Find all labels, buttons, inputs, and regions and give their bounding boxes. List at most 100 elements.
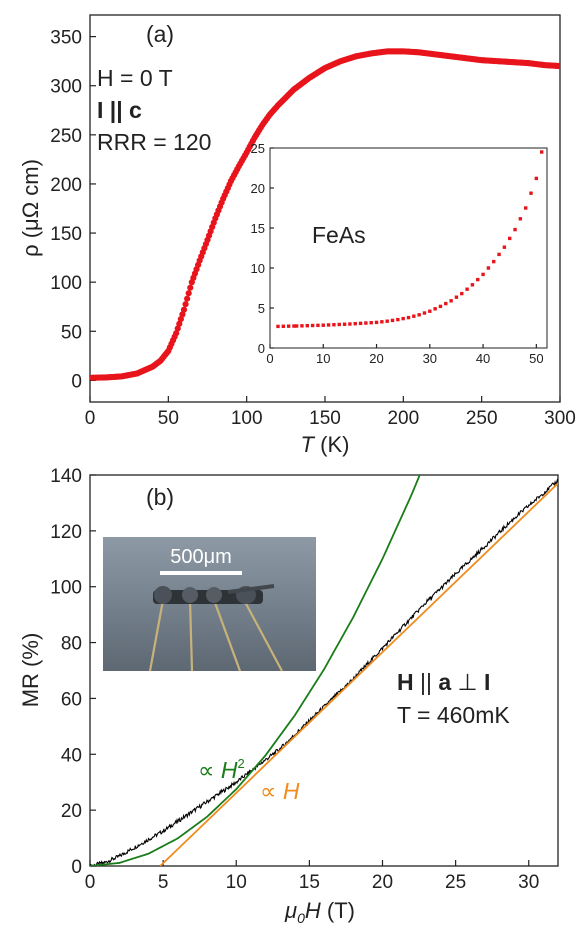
inset-resistivity-point (518, 217, 523, 221)
inset-x-tick-label: 50 (529, 351, 543, 366)
panel-b-x-unit: (T) (321, 898, 355, 923)
panel-b-x-tick-label: 0 (85, 872, 96, 893)
inset-frame (269, 147, 548, 349)
inset-resistivity-point (449, 299, 453, 303)
inset-resistivity-point (281, 324, 286, 328)
linear-fit-label: ∝ H (260, 778, 300, 804)
inset-resistivity-point (348, 322, 352, 326)
field-annotation: H = 0 T (97, 65, 173, 91)
panel-b-x-tick-label: 5 (158, 872, 169, 893)
inset-resistivity-point (342, 322, 347, 326)
inset-chart: 0 10 20 30 40 50 0 5 10 15 20 25 FeAs (251, 141, 548, 366)
inset-resistivity-point (539, 150, 544, 154)
panel-a-x-axis-title: T (K) (301, 432, 350, 457)
panel-a-y-tick-label: 300 (50, 77, 82, 98)
panel-b-x-H: H (305, 898, 321, 923)
inset-ticks: 0 10 20 30 40 50 0 5 10 15 20 25 (251, 141, 544, 366)
magnetoresistance-data-line (90, 478, 558, 866)
resistivity-point (173, 330, 180, 337)
inset-resistivity-point (358, 321, 363, 326)
inset-data-points (276, 150, 544, 329)
quadratic-fit-line (90, 475, 421, 866)
resistivity-point (179, 311, 186, 318)
panel-b-y-tick-label: 140 (50, 466, 82, 487)
inset-y-tick-label: 25 (251, 141, 265, 156)
sample-photo: 500μm (103, 537, 316, 672)
inset-resistivity-point (412, 314, 416, 318)
panel-a-data-points (90, 48, 560, 381)
panel-b-y-tick-label: 100 (50, 578, 82, 599)
inset-resistivity-point (396, 317, 400, 322)
panel-b-y-tick-label: 0 (71, 857, 82, 878)
inset-resistivity-point (385, 319, 389, 323)
resistivity-point (556, 62, 560, 70)
inset-resistivity-point (364, 321, 368, 325)
panel-b-ticks: 0 5 10 15 20 25 30 0 20 40 60 80 100 120 140 (50, 466, 539, 893)
current-annotation: I || c (97, 97, 142, 123)
inset-y-tick-label: 0 (258, 341, 265, 356)
inset-resistivity-point (286, 324, 291, 328)
panel-b-label: (b) (146, 484, 174, 510)
inset-y-tick-label: 15 (251, 221, 265, 236)
inset-resistivity-point (300, 324, 304, 328)
orientation-parallel: || (414, 669, 439, 695)
orientation-H: H (397, 669, 414, 695)
panel-b-x-tick-label: 30 (518, 872, 539, 893)
inset-resistivity-point (294, 324, 299, 328)
inset-resistivity-point (508, 236, 512, 241)
resistivity-point (185, 290, 192, 297)
inset-resistivity-point (465, 287, 469, 291)
inset-resistivity-point (428, 309, 432, 313)
panel-b-y-tick-label: 20 (61, 801, 82, 822)
resistivity-point (176, 320, 183, 327)
inset-resistivity-point (316, 323, 320, 328)
sample-photo-crystal (153, 584, 275, 604)
inset-y-tick-label: 5 (258, 301, 265, 316)
panel-b-x-tick-label: 20 (372, 872, 393, 893)
panel-a-x-tick-label: 300 (544, 408, 576, 429)
inset-resistivity-point (529, 191, 533, 195)
panel-b-x-axis-title: μ0H (T) (284, 898, 355, 926)
inset-resistivity-point (292, 324, 296, 328)
panel-b-y-tick-label: 40 (61, 745, 82, 766)
inset-resistivity-point (497, 252, 501, 257)
inset-x-tick-label: 20 (369, 351, 383, 366)
inset-y-tick-label: 10 (251, 261, 265, 276)
panel-a-y-tick-label: 350 (50, 28, 82, 49)
panel-a-x-tick-label: 250 (466, 408, 498, 429)
inset-resistivity-point (369, 321, 373, 325)
inset-resistivity-point (417, 313, 421, 317)
inset-resistivity-point (353, 321, 357, 326)
panel-a-x-tick-label: 200 (387, 408, 419, 429)
panel-a-label: (a) (146, 21, 174, 47)
panel-b-series (90, 475, 558, 866)
panel-b-x-sub: 0 (297, 910, 305, 926)
resistivity-point (187, 284, 194, 291)
inset-resistivity-point (374, 320, 379, 325)
inset-resistivity-point (481, 272, 485, 277)
orientation-annotation: H || a ⊥ I (397, 669, 490, 695)
inset-y-tick-label: 20 (251, 181, 265, 196)
linear-prefix: ∝ (260, 778, 283, 804)
resistivity-point (180, 306, 188, 313)
panel-b-y-tick-label: 80 (61, 634, 82, 655)
inset-resistivity-point (460, 291, 464, 296)
quadratic-exponent: 2 (237, 756, 244, 771)
inset-resistivity-point (454, 295, 459, 299)
orientation-I: I (484, 669, 490, 695)
panel-b-x-tick-label: 25 (445, 872, 466, 893)
resistivity-point (184, 295, 191, 302)
panel-b-frame (89, 474, 559, 867)
inset-resistivity-point (305, 323, 309, 328)
inset-resistivity-point (476, 277, 480, 282)
inset-resistivity-point (534, 176, 539, 181)
temperature-annotation: T = 460mK (397, 702, 510, 728)
inset-resistivity-point (444, 301, 448, 306)
panel-a-x-tick-label: 150 (309, 408, 341, 429)
panel-a-x-tick-label: 0 (85, 408, 96, 429)
inset-x-tick-label: 10 (316, 351, 330, 366)
panel-a-y-tick-label: 100 (50, 273, 82, 294)
linear-fit-line (159, 482, 558, 866)
panel-b-y-tick-label: 60 (61, 689, 82, 710)
